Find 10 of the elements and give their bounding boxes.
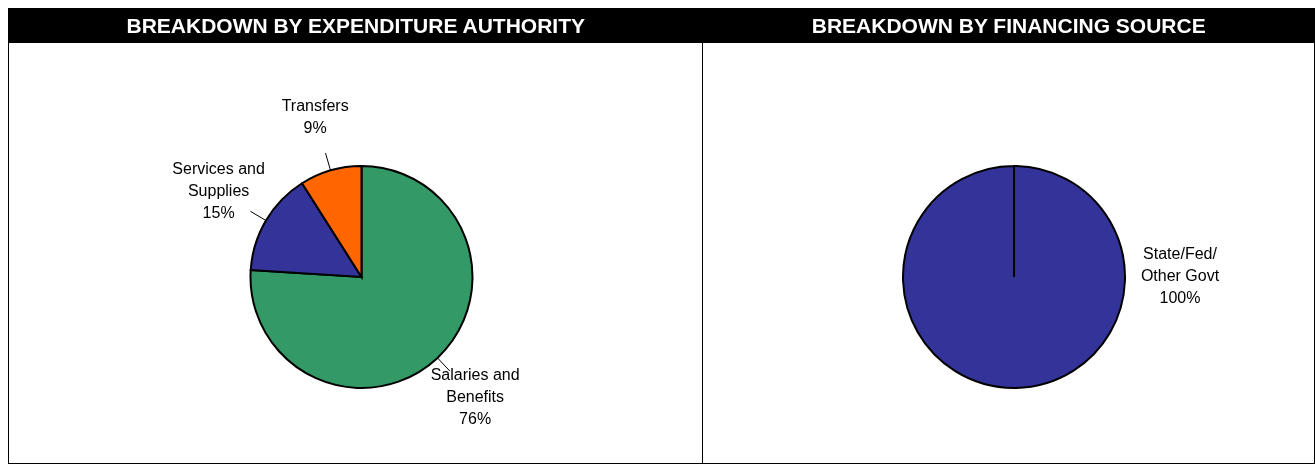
slice-label: Services and Supplies (172, 160, 265, 200)
data-label: 9% (303, 118, 327, 136)
chart-title: BREAKDOWN BY FINANCING SOURCE (703, 9, 1314, 43)
chart-title: BREAKDOWN BY EXPENDITURE AUTHORITY (9, 9, 703, 43)
slice-label: Salaries and Benefits (430, 366, 520, 406)
slice-label: Transfers (281, 96, 349, 114)
data-label: 15% (202, 204, 235, 222)
data-label: 100% (1160, 289, 1201, 307)
slice-label: State/Fed/Other Govt (1141, 245, 1221, 285)
data-label: 76% (459, 410, 492, 428)
